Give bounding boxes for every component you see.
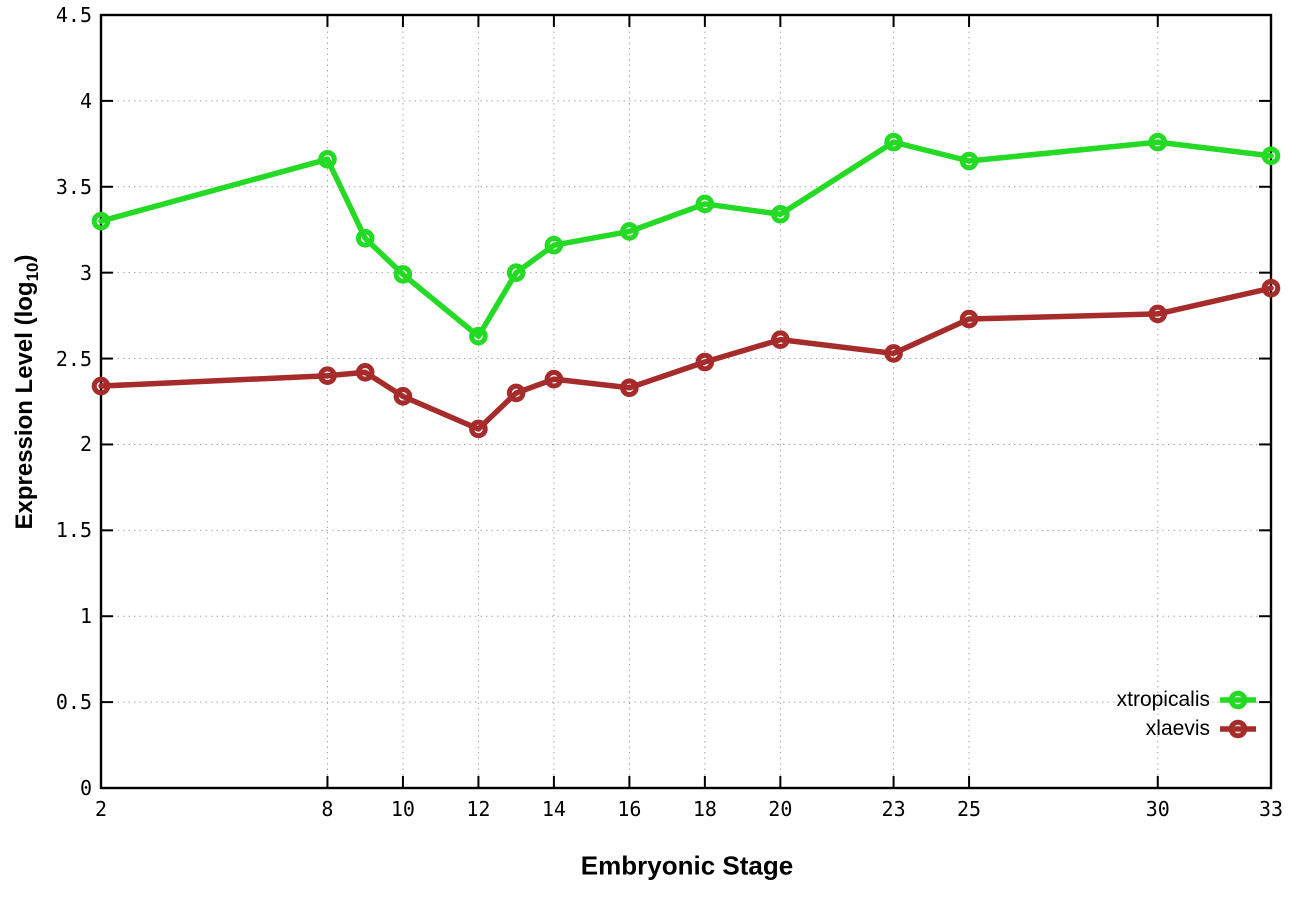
- data-point-xlaevis: [1148, 304, 1168, 324]
- data-point-xtropicalis: [771, 204, 790, 224]
- legend-label: xlaevis: [1145, 717, 1210, 740]
- x-tick-label: 30: [1145, 797, 1170, 821]
- y-tick-label: 3: [79, 260, 92, 285]
- x-tick-label: 8: [321, 797, 334, 821]
- data-point-xlaevis: [959, 309, 979, 329]
- data-point-xlaevis: [1261, 278, 1281, 298]
- x-tick-label: 14: [541, 797, 566, 821]
- x-tick-label: 2: [94, 797, 108, 821]
- legend-marker-xlaevis: [1220, 719, 1256, 739]
- x-tick-label: 18: [692, 797, 717, 821]
- y-axis-title-close: ): [11, 254, 39, 263]
- data-point-xlaevis: [355, 362, 375, 382]
- x-tick-label: 20: [768, 797, 793, 821]
- x-tick-label: 16: [617, 797, 642, 821]
- x-tick-label: 10: [390, 797, 415, 821]
- y-tick-label: 2: [79, 432, 92, 457]
- y-axis-title-subscript: 10: [22, 262, 42, 282]
- legend-label: xtropicalis: [1116, 688, 1210, 711]
- series-line-xtropicalis: [98, 139, 1274, 339]
- data-point-xtropicalis: [959, 151, 979, 171]
- data-point-xtropicalis: [469, 326, 488, 346]
- y-tick-label: 4.5: [55, 3, 92, 27]
- data-point-xtropicalis: [884, 132, 903, 152]
- y-tick-label: 3.5: [55, 174, 92, 199]
- data-point-xlaevis: [771, 330, 790, 349]
- y-tick-label: 2.5: [55, 346, 92, 371]
- data-point-xtropicalis: [1261, 146, 1281, 166]
- data-point-xlaevis: [544, 369, 564, 389]
- data-point-xlaevis: [469, 419, 488, 439]
- x-tick-label: 12: [466, 797, 491, 821]
- data-point-xtropicalis: [355, 229, 375, 248]
- series-line-xlaevis: [98, 285, 1274, 432]
- data-point-xtropicalis: [506, 263, 526, 282]
- data-point-xtropicalis: [393, 265, 413, 284]
- legend-item-xtropicalis: xtropicalis: [1117, 687, 1258, 713]
- data-point-xtropicalis: [1148, 132, 1168, 152]
- data-point-xtropicalis: [695, 194, 715, 214]
- x-tick-label: 33: [1258, 797, 1284, 821]
- y-tick-label: 4: [79, 88, 92, 113]
- plot-border: [99, 13, 1273, 790]
- data-point-xlaevis: [318, 366, 337, 386]
- y-tick-label: 1: [79, 604, 92, 629]
- legend-point-sample: [1228, 690, 1248, 710]
- y-axis-title: Expression Level (log10): [11, 255, 43, 530]
- data-point-xtropicalis: [318, 149, 337, 169]
- data-point-xlaevis: [695, 352, 715, 372]
- y-tick-label: 1.5: [55, 518, 92, 543]
- legend-point-sample: [1228, 719, 1248, 739]
- x-axis-title: Embryonic Stage: [580, 850, 794, 881]
- data-point-xtropicalis: [620, 222, 639, 241]
- data-point-xlaevis: [506, 383, 526, 403]
- x-tick-label: 23: [881, 797, 906, 821]
- y-tick-label: 0: [79, 776, 92, 800]
- data-point-xlaevis: [620, 378, 639, 398]
- data-point-xtropicalis: [544, 235, 564, 255]
- y-axis-title-text: Expression Level (log: [11, 281, 39, 530]
- data-point-xtropicalis: [91, 211, 111, 231]
- data-point-xlaevis: [884, 344, 903, 363]
- x-tick-label: 25: [957, 797, 982, 821]
- legend: xtropicalis xlaevis: [1117, 687, 1258, 742]
- legend-marker-xtropicalis: [1220, 690, 1256, 710]
- legend-item-xlaevis: xlaevis: [1117, 716, 1258, 742]
- data-point-xlaevis: [393, 387, 413, 406]
- data-point-xlaevis: [91, 376, 111, 396]
- y-tick-label: 0.5: [55, 690, 92, 715]
